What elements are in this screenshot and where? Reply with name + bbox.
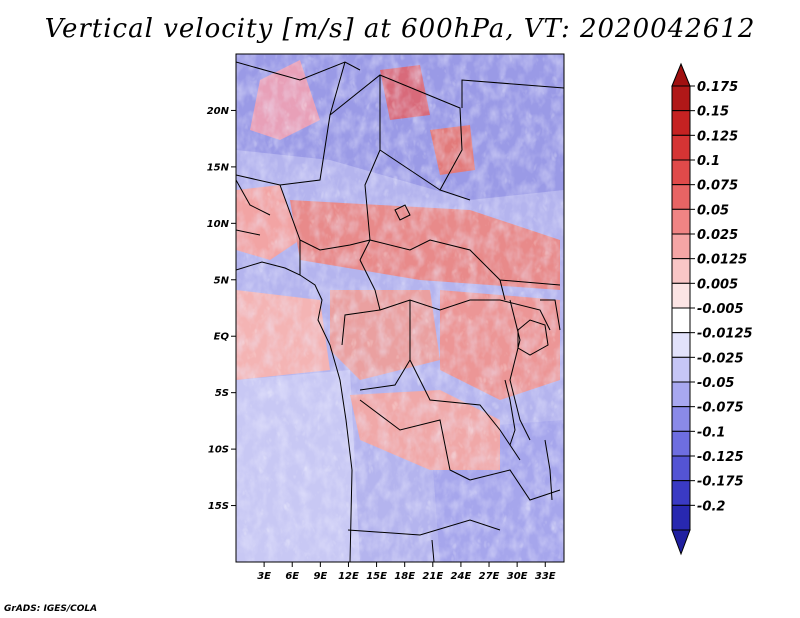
lon-tick-label: 27E — [479, 571, 500, 582]
colorbar-label: 0.125 — [697, 129, 738, 144]
map-title: Vertical velocity [m/s] at 600hPa, VT: 2… — [44, 14, 756, 44]
grads-credit: GrADS: IGES/COLA — [4, 604, 98, 614]
lat-tick-label: 15S — [208, 501, 229, 512]
map-area — [236, 54, 564, 562]
colorbar: 0.175 0.15 0.125 0.1 0.075 0.05 0.025 0.0125 0.0… — [671, 62, 753, 556]
lon-tick-label: 21E — [422, 571, 443, 582]
map-frame — [235, 53, 565, 563]
colorbar-swatch — [671, 134, 691, 161]
colorbar-swatch — [671, 233, 691, 260]
lat-tick-label: 5N — [214, 275, 230, 286]
colorbar-label: -0.05 — [697, 376, 734, 391]
colorbar-swatch — [671, 208, 691, 235]
colorbar-label: -0.0125 — [697, 327, 753, 342]
lat-tick-label: 10S — [208, 445, 229, 456]
lon-tick-label: 24E — [451, 571, 472, 582]
lon-tick-label: 9E — [313, 571, 327, 582]
lat-tick-label: 20N — [207, 106, 230, 117]
colorbar-label: 0.0125 — [697, 253, 747, 268]
lon-tick-label: 6E — [285, 571, 299, 582]
colorbar-swatch — [671, 184, 691, 210]
lat-tick-label: 10N — [207, 219, 230, 230]
lon-tick-label: 33E — [535, 571, 556, 582]
field-texture-white — [236, 54, 564, 562]
colorbar-swatch — [671, 381, 691, 408]
colorbar-top-cap — [671, 62, 691, 87]
colorbar-label: -0.125 — [697, 450, 744, 465]
lat-tick-label: EQ — [214, 332, 230, 343]
colorbar-label: -0.1 — [697, 425, 725, 440]
colorbar-swatch — [671, 282, 691, 309]
colorbar-swatch — [671, 332, 691, 358]
colorbar-label: -0.2 — [697, 499, 725, 514]
lat-tick-label: 15N — [207, 162, 230, 173]
colorbar-swatch — [671, 430, 691, 457]
colorbar-swatch — [671, 85, 691, 112]
colorbar-label: 0.175 — [697, 80, 738, 95]
lake-victoria — [517, 319, 549, 356]
colorbar-label: -0.025 — [697, 351, 744, 366]
colorbar-swatch — [671, 307, 691, 334]
lake-chad — [394, 204, 411, 221]
lat-tick-label: 5S — [215, 388, 229, 399]
political-borders — [236, 61, 564, 562]
colorbar-swatch — [671, 480, 691, 506]
lakes — [394, 204, 553, 501]
colorbar-label: 0.15 — [697, 105, 729, 120]
colorbar-label: -0.075 — [697, 401, 744, 416]
colorbar-swatch — [671, 455, 691, 482]
colorbar-swatch — [671, 406, 691, 432]
colorbar-label: 0.005 — [697, 277, 738, 292]
colorbar-swatch — [671, 356, 691, 383]
colorbar-bottom-cap — [671, 529, 691, 556]
lake-malawi — [544, 439, 553, 501]
map-axes: 20N 15N 10N 5N EQ 5S 10S 15S 3E 6E 9E 12E 15E 18E 21E 2… — [207, 106, 556, 582]
colorbar-label: 0.1 — [697, 154, 720, 169]
colorbar-label: 0.075 — [697, 179, 738, 194]
colorbar-swatch — [671, 110, 691, 136]
lon-tick-label: 30E — [507, 571, 528, 582]
lake-tanganyika — [504, 379, 516, 446]
colorbar-swatch — [671, 258, 691, 284]
colorbar-swatch — [671, 159, 691, 186]
lon-tick-label: 15E — [366, 571, 387, 582]
colorbar-label: 0.05 — [697, 203, 729, 218]
colorbar-swatch — [671, 504, 691, 531]
lon-tick-label: 12E — [338, 571, 359, 582]
colorbar-label: 0.025 — [697, 228, 738, 243]
colorbar-label: -0.175 — [697, 475, 744, 490]
colorbar-label: -0.005 — [697, 302, 744, 317]
lon-tick-label: 18E — [394, 571, 415, 582]
lon-tick-label: 3E — [257, 571, 271, 582]
